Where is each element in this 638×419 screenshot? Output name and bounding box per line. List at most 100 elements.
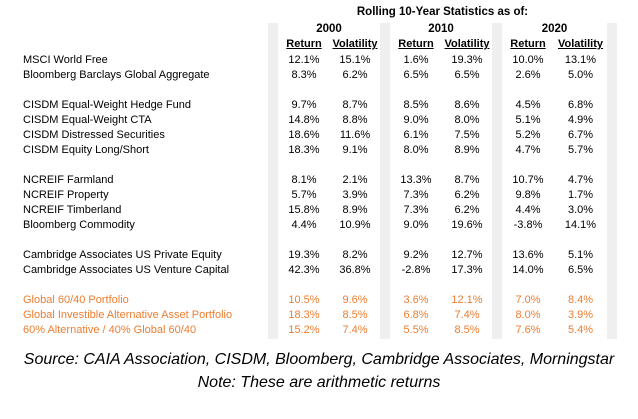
- stat-value: 10.0%: [512, 54, 544, 66]
- stat-value: 13.6%: [512, 249, 544, 261]
- row-label: 60% Alternative / 40% Global 60/40: [23, 324, 197, 336]
- stat-value: 6.5%: [567, 264, 594, 276]
- stat-value: 4.9%: [567, 114, 594, 126]
- stat-value: 7.6%: [515, 324, 541, 336]
- stat-value: 15.2%: [288, 324, 320, 336]
- stats-table: Rolling 10-Year Statistics as of: 2000 2…: [23, 6, 603, 336]
- stat-value: 4.4%: [515, 204, 541, 216]
- year-header-2000: 2000: [316, 23, 342, 35]
- stat-value: 8.3%: [291, 69, 317, 81]
- methodology-note: Note: These are arithmetic returns: [197, 374, 441, 391]
- stat-value: 9.1%: [342, 144, 368, 156]
- column-separator: [492, 23, 502, 339]
- row-label: NCREIF Farmland: [23, 174, 114, 186]
- table-title: Rolling 10-Year Statistics as of:: [356, 6, 529, 18]
- row-label: CISDM Equal-Weight CTA: [23, 114, 152, 126]
- stat-value: 8.2%: [342, 249, 368, 261]
- stat-value: 8.5%: [403, 99, 429, 111]
- stat-value: 8.6%: [454, 99, 480, 111]
- stat-value: 6.1%: [403, 129, 429, 141]
- stat-value: 42.3%: [288, 264, 320, 276]
- stat-value: 18.3%: [288, 144, 320, 156]
- stat-value: 2.1%: [342, 174, 368, 186]
- stat-value: 8.1%: [291, 174, 317, 186]
- stat-value: 4.7%: [567, 174, 594, 186]
- source-note: Source: CAIA Association, CISDM, Bloombe…: [23, 351, 615, 368]
- column-header-return: Return: [398, 38, 434, 50]
- stat-value: 11.6%: [339, 129, 371, 141]
- stat-value: 3.9%: [342, 189, 368, 201]
- stat-value: 8.7%: [342, 99, 368, 111]
- stat-value: 9.0%: [403, 114, 429, 126]
- stat-value: 9.0%: [403, 219, 429, 231]
- stat-value: 13.3%: [400, 174, 432, 186]
- stat-value: 6.2%: [342, 69, 368, 81]
- stat-value: 4.4%: [291, 219, 317, 231]
- column-header-volatility: Volatility: [444, 38, 490, 50]
- stat-value: 7.3%: [403, 204, 429, 216]
- stat-value: 6.5%: [454, 69, 480, 81]
- stat-value: 14.8%: [288, 114, 320, 126]
- stat-value: 1.6%: [403, 54, 429, 66]
- stat-value: 17.3%: [451, 264, 483, 276]
- stat-value: 7.4%: [342, 324, 368, 336]
- stat-value: 12.7%: [451, 249, 483, 261]
- row-label: Global Investible Alternative Asset Port…: [23, 309, 233, 321]
- stat-value: 12.1%: [288, 54, 320, 66]
- stat-value: 5.1%: [567, 249, 594, 261]
- stat-value: 19.3%: [451, 54, 483, 66]
- year-header-2020: 2020: [541, 23, 568, 35]
- stat-value: 5.1%: [515, 114, 541, 126]
- stat-value: 14.0%: [512, 264, 544, 276]
- year-header-2010: 2010: [428, 23, 454, 35]
- stat-value: 7.3%: [403, 189, 429, 201]
- row-label: CISDM Equity Long/Short: [23, 144, 149, 156]
- stat-value: 5.7%: [567, 144, 594, 156]
- stat-value: 4.5%: [515, 99, 541, 111]
- stat-value: 8.7%: [454, 174, 480, 186]
- stat-value: 8.8%: [342, 114, 368, 126]
- stat-value: 10.5%: [288, 294, 320, 306]
- stat-value: 18.3%: [288, 309, 320, 321]
- stat-value: 3.6%: [403, 294, 429, 306]
- column-separator: [607, 23, 617, 339]
- stat-value: 7.4%: [454, 309, 480, 321]
- row-label: Cambridge Associates US Venture Capital: [23, 264, 230, 276]
- stat-value: 6.2%: [454, 204, 480, 216]
- stat-value: 6.2%: [454, 189, 480, 201]
- stat-value: 4.7%: [515, 144, 541, 156]
- row-label: Global 60/40 Portfolio: [23, 294, 129, 306]
- stat-value: 8.0%: [454, 114, 480, 126]
- stat-value: 36.8%: [339, 264, 371, 276]
- stat-value: 7.0%: [515, 294, 541, 306]
- stat-value: 8.5%: [454, 324, 480, 336]
- column-header-volatility: Volatility: [332, 38, 378, 50]
- stat-value: 6.8%: [567, 99, 594, 111]
- row-label: CISDM Equal-Weight Hedge Fund: [23, 99, 191, 111]
- stat-value: 6.8%: [403, 309, 429, 321]
- stat-value: 5.4%: [567, 324, 594, 336]
- stat-value: 8.9%: [454, 144, 480, 156]
- footer-notes: Source: CAIA Association, CISDM, Bloombe…: [0, 348, 638, 394]
- stat-value: 5.5%: [403, 324, 429, 336]
- stat-value: 15.8%: [288, 204, 320, 216]
- stat-value: 9.8%: [515, 189, 541, 201]
- row-label: NCREIF Timberland: [23, 204, 122, 216]
- stat-value: 8.5%: [342, 309, 368, 321]
- stat-value: 5.0%: [567, 69, 594, 81]
- stat-value: 10.7%: [512, 174, 544, 186]
- stat-value: 19.3%: [288, 249, 320, 261]
- stat-value: 15.1%: [339, 54, 371, 66]
- stat-value: 8.0%: [515, 309, 541, 321]
- stat-value: -2.8%: [401, 264, 431, 276]
- stat-value: 8.4%: [567, 294, 594, 306]
- column-header-return: Return: [286, 38, 322, 50]
- stat-value: 2.6%: [515, 69, 541, 81]
- stat-value: 8.0%: [403, 144, 429, 156]
- stat-value: 9.2%: [403, 249, 429, 261]
- stat-value: 3.9%: [567, 309, 594, 321]
- column-header-return: Return: [510, 38, 546, 50]
- stat-value: 9.6%: [342, 294, 368, 306]
- row-label: Bloomberg Barclays Global Aggregate: [23, 69, 210, 81]
